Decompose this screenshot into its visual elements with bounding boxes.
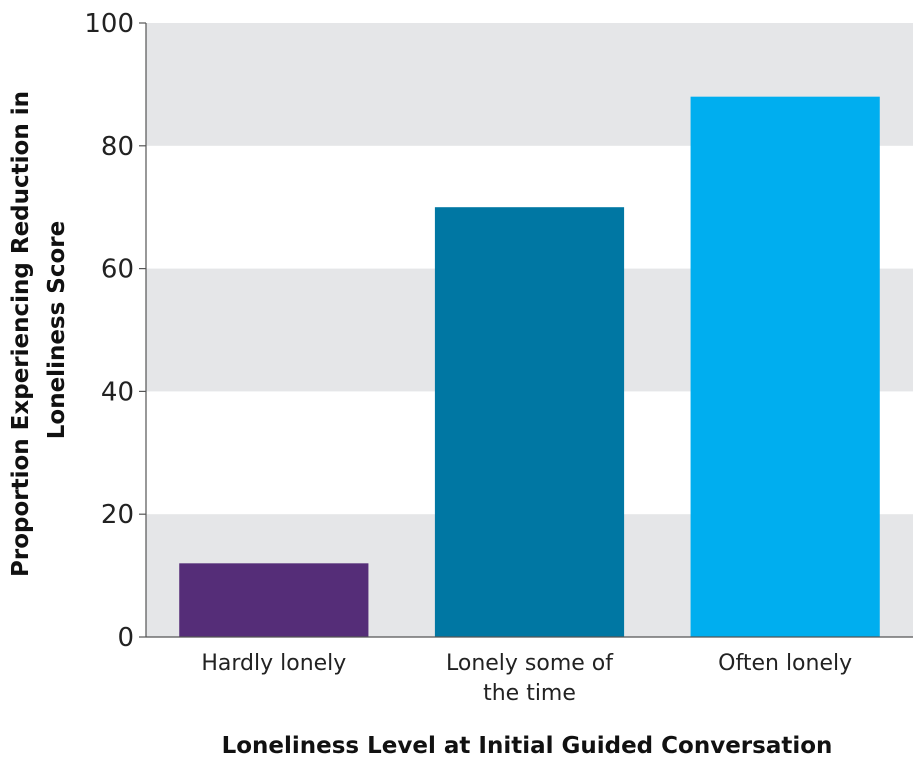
- x-category-label: Hardly lonely: [201, 651, 346, 676]
- y-tick-label: 40: [101, 377, 134, 407]
- y-tick-label: 60: [101, 255, 134, 285]
- x-category-label-line: Lonely some of: [446, 651, 614, 676]
- x-category-label-line: Hardly lonely: [201, 651, 346, 676]
- y-axis-title: Proportion Experiencing Reduction in Lon…: [8, 83, 70, 577]
- bar-0: [179, 563, 369, 637]
- y-tick-label: 100: [84, 9, 134, 39]
- y-tick-label: 80: [101, 132, 134, 162]
- y-tick-labels: 0 20 40 60 80 100: [84, 9, 134, 653]
- y-tick-label: 0: [117, 623, 134, 653]
- bars: [179, 96, 880, 638]
- x-axis-title: Loneliness Level at Initial Guided Conve…: [222, 733, 833, 759]
- bar-2: [690, 96, 880, 638]
- y-axis-title-line-1: Proportion Experiencing Reduction in: [8, 91, 34, 577]
- x-category-label: Often lonely: [718, 651, 852, 676]
- y-axis-title-line-2: Loneliness Score: [44, 221, 70, 440]
- x-category-label-line: the time: [483, 681, 576, 706]
- x-category-label-line: Often lonely: [718, 651, 852, 676]
- y-tick-label: 20: [101, 500, 134, 530]
- axes: [139, 22, 913, 638]
- x-category-labels: Hardly lonely Lonely some of the time Often…: [201, 651, 852, 706]
- x-category-label: Lonely some of the time: [446, 651, 614, 706]
- bar-1: [434, 207, 625, 637]
